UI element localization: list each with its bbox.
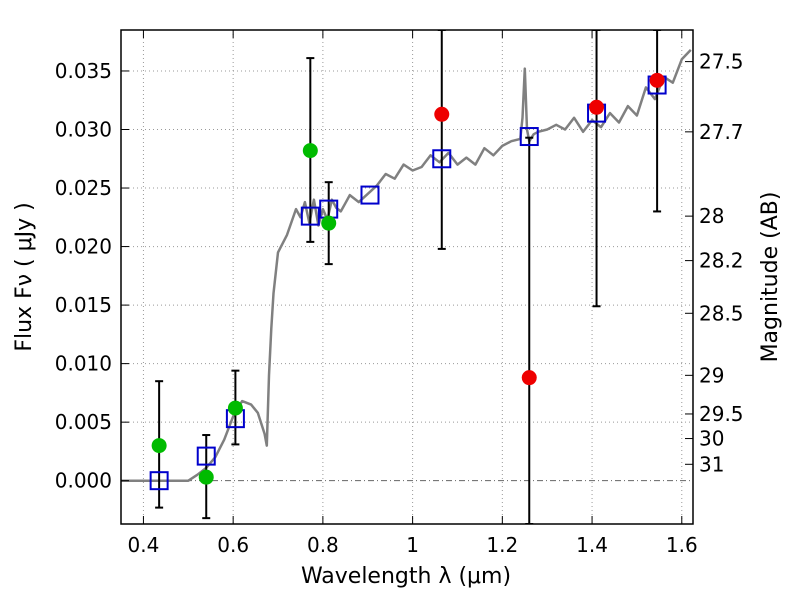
x-tick-label: 1.6 [666,533,698,557]
detection-point [302,143,318,159]
y-tick-label: 0.000 [55,469,112,493]
model-photometry-square [196,446,216,466]
y-tick-label: 0.030 [55,118,112,142]
x-tick-label: 1 [406,533,419,557]
model-photometry-square [149,471,169,491]
low-sn-point [521,370,537,386]
plot-frame [120,29,694,525]
model-photometry-square [360,185,380,205]
y-tick-label: 0.020 [55,235,112,259]
y-tick-label: 0.010 [55,352,112,376]
y-tick-label: 0.005 [55,410,112,434]
magnitude-tick-label: 29.5 [699,402,744,426]
axis-ticks: 0.4 0.6 0.8 1 1.2 1.4 1.6 0.000 0.005 0.010 0.015 0… [55,30,744,557]
model-photometry-square [519,127,539,147]
grid-lines [121,30,693,524]
y-tick-label: 0.015 [55,293,112,317]
detection-point [151,438,167,454]
magnitude-tick-label: 28.5 [699,301,744,325]
magnitude-tick-label: 27.5 [699,50,744,74]
magnitude-tick-label: 27.7 [699,120,744,144]
x-tick-label: 1.4 [576,533,608,557]
plot-area [121,30,692,524]
magnitude-tick-label: 29 [699,363,724,387]
x-tick-label: 1.2 [486,533,518,557]
x-tick-label: 0.6 [217,533,249,557]
model-photometry-square [300,206,320,226]
x-tick-label: 0.4 [128,533,160,557]
y-tick-label: 0.035 [55,59,112,83]
detection-point [321,215,337,231]
y-tick-label: 0.025 [55,176,112,200]
magnitude-tick-label: 28 [699,204,724,228]
magnitude-tick-label: 31 [699,452,724,476]
low-sn-point [589,99,605,115]
detection-point [227,400,243,416]
x-axis-label: Wavelength λ (μm) [301,564,511,589]
magnitude-axis-label: Magnitude (AB) [758,192,783,363]
low-sn-point [649,72,665,88]
x-tick-label: 0.8 [307,533,339,557]
template-spectrum-line [121,49,692,482]
low-sn-point [434,106,450,122]
magnitude-tick-label: 30 [699,427,724,451]
model-photometry-square [432,149,452,169]
y-axis-label: Flux Fν ( μJy ) [12,202,37,351]
magnitude-tick-label: 28.2 [699,249,744,273]
detection-point [198,469,214,485]
